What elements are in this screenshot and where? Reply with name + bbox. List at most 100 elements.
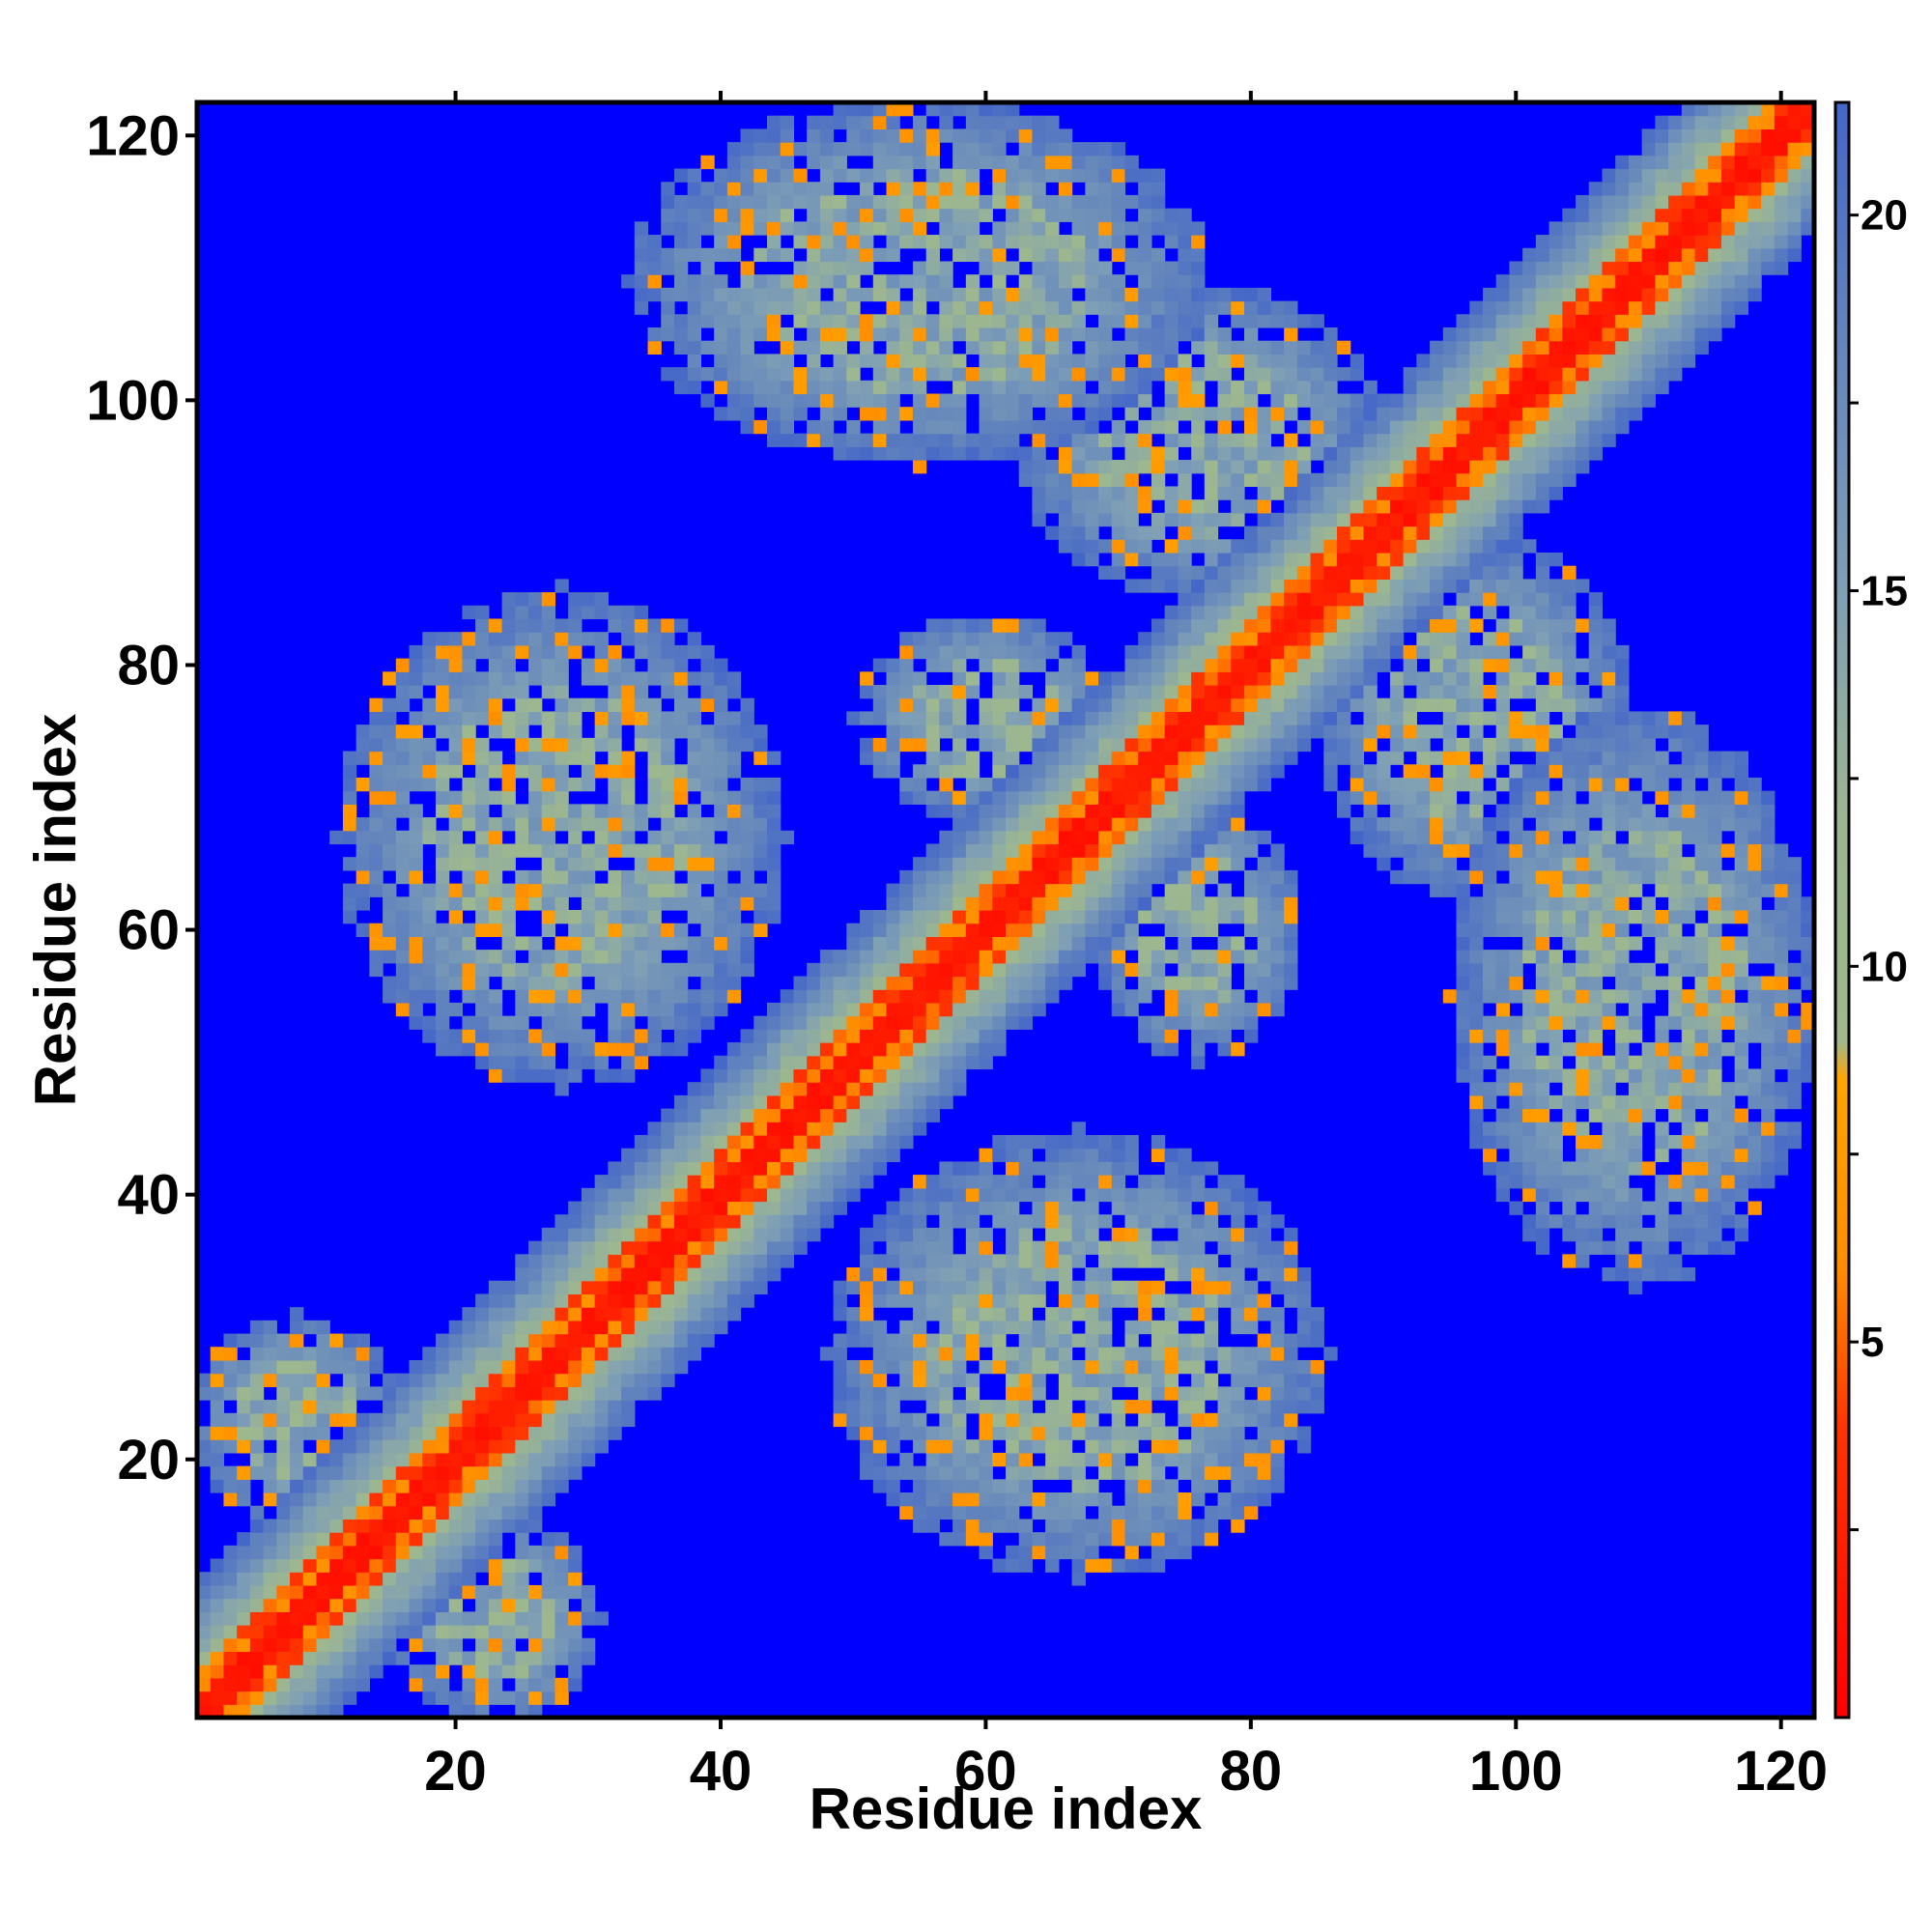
heatmap-cell <box>979 790 993 805</box>
heatmap-cell <box>1151 221 1166 236</box>
heatmap-cell <box>992 1267 1007 1282</box>
heatmap-cell <box>807 393 821 408</box>
heatmap-cell <box>634 724 649 739</box>
heatmap-cell <box>1006 1002 1020 1017</box>
heatmap-cell <box>1243 526 1259 540</box>
heatmap-cell <box>1204 1519 1219 1533</box>
heatmap-cell <box>1032 724 1046 739</box>
heatmap-cell <box>1151 1042 1166 1057</box>
heatmap-cell <box>846 168 861 183</box>
heatmap-cell <box>1085 1439 1099 1454</box>
heatmap-cell <box>1111 764 1126 779</box>
heatmap-cell <box>1243 685 1259 699</box>
heatmap-cell <box>899 777 914 792</box>
heatmap-cell <box>554 1386 569 1401</box>
heatmap-cell <box>1111 817 1126 832</box>
heatmap-cell <box>1164 989 1179 1004</box>
heatmap-cell <box>1111 380 1126 395</box>
heatmap-cell <box>1243 1373 1259 1387</box>
heatmap-cell <box>1124 724 1139 739</box>
heatmap-cell <box>1191 419 1206 435</box>
heatmap-cell <box>1270 1002 1285 1017</box>
heatmap-cell <box>819 115 835 129</box>
heatmap-cell <box>767 194 781 210</box>
heatmap-cell <box>409 1426 423 1440</box>
heatmap-cell <box>1191 605 1206 620</box>
heatmap-cell <box>714 1280 728 1295</box>
heatmap-cell <box>369 1625 384 1639</box>
heatmap-cell <box>528 1439 543 1454</box>
heatmap-cell <box>714 407 728 421</box>
heatmap-cell <box>1164 910 1179 924</box>
heatmap-cell <box>515 869 529 885</box>
heatmap-cell <box>1006 671 1020 686</box>
heatmap-cell <box>1270 393 1285 408</box>
heatmap-cell <box>395 976 411 990</box>
heatmap-cell <box>819 1002 835 1017</box>
heatmap-cell <box>925 1293 940 1308</box>
heatmap-cell <box>1124 830 1139 845</box>
heatmap-cell <box>223 1664 238 1679</box>
heatmap-cell <box>819 1175 835 1189</box>
heatmap-cell <box>952 182 967 196</box>
heatmap-cell <box>1191 869 1206 885</box>
heatmap-cell <box>833 168 847 183</box>
heatmap-cell <box>1071 1558 1086 1573</box>
heatmap-cell <box>462 644 476 660</box>
heatmap-cell <box>276 1532 291 1547</box>
heatmap-cell <box>355 1664 370 1679</box>
heatmap-cell <box>700 367 715 382</box>
heatmap-cell <box>939 830 953 845</box>
heatmap-cell <box>807 1201 821 1215</box>
heatmap-cell <box>1204 1307 1219 1321</box>
heatmap-cell <box>846 1002 861 1017</box>
heatmap-cell <box>886 247 900 263</box>
heatmap-cell <box>1164 1029 1179 1043</box>
heatmap-cell <box>488 1611 503 1626</box>
heatmap-cell <box>807 433 821 447</box>
heatmap-cell <box>528 1479 543 1493</box>
heatmap-cell <box>1098 764 1113 779</box>
heatmap-cell <box>1098 857 1113 871</box>
heatmap-cell <box>369 923 384 937</box>
heatmap-cell <box>1231 1042 1245 1057</box>
heatmap-cell <box>860 1267 874 1282</box>
heatmap-cell <box>541 1400 556 1414</box>
heatmap-cell <box>594 724 609 739</box>
heatmap-cell <box>1018 790 1034 805</box>
heatmap-cell <box>568 989 582 1004</box>
heatmap-cell <box>1217 1426 1232 1440</box>
heatmap-cell <box>369 1545 384 1560</box>
heatmap-cell <box>979 1002 993 1017</box>
heatmap-cell <box>1270 632 1285 646</box>
heatmap-cell <box>1243 499 1259 514</box>
heatmap-cell <box>1111 1280 1126 1295</box>
heatmap-cell <box>329 1572 344 1586</box>
heatmap-cell <box>488 1598 503 1612</box>
heatmap-cell <box>1138 896 1152 911</box>
heatmap-cell <box>979 632 993 646</box>
heatmap-cell <box>1071 923 1086 937</box>
heatmap-cell <box>1045 433 1060 447</box>
heatmap-cell <box>634 235 649 249</box>
heatmap-cell <box>1111 486 1126 500</box>
heatmap-cell <box>501 1029 516 1043</box>
heatmap-cell <box>369 697 384 713</box>
heatmap-cell <box>369 1532 384 1547</box>
heatmap-cell <box>608 1015 622 1030</box>
heatmap-cell <box>714 989 728 1004</box>
heatmap-cell <box>528 843 543 858</box>
heatmap-cell <box>608 697 622 713</box>
heatmap-cell <box>1204 1479 1219 1493</box>
heatmap-cell <box>1071 168 1086 183</box>
heatmap-cell <box>554 1333 569 1348</box>
heatmap-cell <box>661 1280 675 1295</box>
heatmap-cell <box>1058 857 1073 871</box>
heatmap-cell <box>383 1584 397 1600</box>
heatmap-cell <box>1018 1558 1034 1573</box>
heatmap-cell <box>647 327 662 342</box>
heatmap-cell <box>952 817 967 832</box>
heatmap-cell <box>899 1068 914 1083</box>
heatmap-cell <box>1151 1558 1166 1573</box>
heatmap-cell <box>237 1465 251 1480</box>
